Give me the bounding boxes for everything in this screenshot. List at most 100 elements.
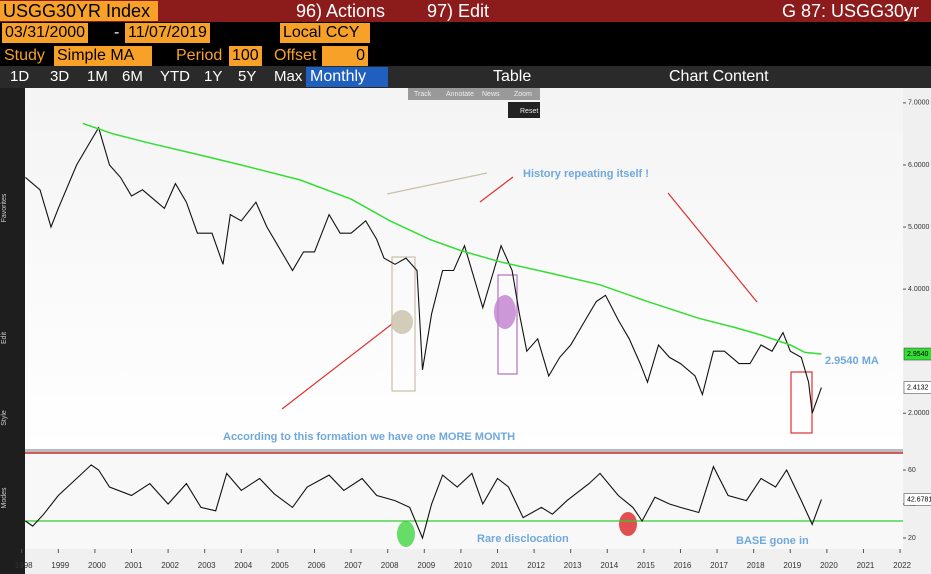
mini-toolbar-label: Reset	[520, 108, 538, 115]
drawings	[281, 172, 813, 547]
mini-toolbar-label: Annotate	[446, 91, 474, 98]
y-tick-label: 20	[908, 535, 916, 542]
panel-divider	[25, 449, 903, 453]
study-field[interactable]: Simple MA	[54, 46, 152, 66]
last-value-label: 2.9540	[907, 351, 929, 358]
frequency-button[interactable]: Monthly	[306, 67, 388, 87]
x-tick-label: 2021	[857, 561, 875, 570]
offset-label: Offset	[274, 47, 317, 64]
x-tick-label: 2016	[674, 561, 692, 570]
y-tick-label: 5.0000	[908, 224, 930, 231]
x-tick-label: 2008	[381, 561, 399, 570]
date-separator: -	[114, 24, 120, 41]
circle	[397, 521, 415, 547]
mini-toolbar-label: News	[482, 91, 500, 98]
x-tick-label: 2020	[820, 561, 838, 570]
sidebar-label: Favorites	[1, 193, 8, 222]
x-tick-label: 2000	[88, 561, 106, 570]
page-id: G 87: USGG30yr	[782, 1, 920, 21]
last-value-box	[903, 347, 931, 361]
study-label: Study	[4, 47, 45, 64]
x-tick-label: 2017	[710, 561, 728, 570]
annotation: 2.9540 MA	[825, 355, 879, 367]
start-date[interactable]: 03/31/2000	[2, 23, 89, 43]
period-button[interactable]: 6M	[122, 68, 143, 85]
period-button[interactable]: 5Y	[238, 68, 257, 85]
period-button[interactable]: YTD	[160, 68, 190, 85]
offset-field[interactable]: 0	[322, 46, 368, 66]
sidebar-label: Modes	[1, 487, 8, 509]
y-tick-label: 60	[908, 467, 916, 474]
x-tick-label: 1999	[51, 561, 69, 570]
mini-toolbar	[408, 88, 540, 100]
circle	[619, 512, 637, 536]
annotation: BASE gone in	[736, 535, 809, 547]
sidebar-label: Style	[1, 410, 8, 426]
chart-toolbar: Monthly Table Chart Content 1D 3D 1M 6M YTD 1…	[0, 66, 931, 88]
series-line	[82, 122, 822, 355]
y-tick-label: 4.0000	[908, 286, 930, 293]
arrow	[479, 176, 514, 203]
security-field[interactable]: USGG30YR Index	[0, 1, 158, 21]
x-tick-label: 2010	[454, 561, 472, 570]
period-field[interactable]: 100	[229, 46, 262, 66]
period-button[interactable]: 1D	[10, 68, 30, 85]
annotation: History repeating itself !	[523, 168, 649, 180]
table-button[interactable]: Table	[493, 68, 532, 85]
x-tick-label: 2012	[527, 561, 545, 570]
currency-field[interactable]: Local CCY	[280, 23, 370, 43]
x-tick-label: 2005	[271, 561, 289, 570]
last-value-label: 42.6781	[907, 496, 931, 503]
circle	[391, 310, 413, 334]
y-tick-label: 2.0000	[908, 410, 930, 417]
x-axis	[25, 549, 931, 574]
series-line	[25, 126, 822, 414]
box	[790, 371, 813, 434]
x-tick-label: 2003	[198, 561, 216, 570]
x-tick-label: 2007	[344, 561, 362, 570]
x-tick-label: 2018	[747, 561, 765, 570]
last-value-box	[903, 493, 931, 506]
last-value-label: 2.4132	[907, 384, 929, 391]
sidebar-label: Edit	[1, 332, 8, 344]
arrow	[667, 192, 758, 303]
period-button[interactable]: 1Y	[204, 68, 223, 85]
x-tick-label: 2019	[783, 561, 801, 570]
period-button[interactable]: 1M	[87, 68, 108, 85]
period-button[interactable]: 3D	[50, 68, 70, 85]
x-tick-label: 2004	[234, 561, 252, 570]
x-tick-label: 2022	[893, 561, 911, 570]
title-bar: USGG30YR Index 96) Actions 97) Edit G 87…	[0, 0, 931, 22]
arrow	[386, 172, 488, 195]
x-tick-label: 2001	[125, 561, 143, 570]
x-tick-label: 2013	[564, 561, 582, 570]
edit-menu[interactable]: 97) Edit	[427, 1, 490, 21]
x-tick-label: 2009	[417, 561, 435, 570]
chart: Track Annotate News Zoom Reset Favorites Edit S…	[0, 88, 931, 574]
date-bar: 03/31/2000 - 11/07/2019 Local CCY	[0, 22, 931, 44]
mini-toolbar-label: Zoom	[514, 91, 532, 98]
study-bar: Study Simple MA Period 100 Offset 0	[0, 44, 931, 66]
circle	[494, 295, 516, 329]
x-tick-label: 2011	[491, 561, 509, 570]
x-tick-label: 1998	[15, 561, 33, 570]
chart-content-button[interactable]: Chart Content	[669, 68, 769, 85]
period-label: Period	[176, 47, 223, 64]
actions-menu[interactable]: 96) Actions	[296, 1, 386, 21]
last-value-box	[903, 381, 931, 394]
arrow	[281, 323, 393, 410]
period-button[interactable]: Max	[274, 68, 303, 85]
reset-button[interactable]	[508, 102, 540, 118]
y-tick-label: 6.0000	[908, 162, 930, 169]
series-line	[25, 464, 822, 540]
price-panel	[25, 88, 903, 449]
left-sidebar	[0, 88, 25, 574]
end-date[interactable]: 11/07/2019	[125, 23, 210, 43]
annotation: According to this formation we have one …	[223, 431, 515, 443]
x-tick-label: 2015	[637, 561, 655, 570]
x-tick-label: 2002	[161, 561, 179, 570]
right-axis	[903, 88, 931, 574]
x-tick-label: 2006	[308, 561, 326, 570]
x-tick-label: 2014	[600, 561, 618, 570]
